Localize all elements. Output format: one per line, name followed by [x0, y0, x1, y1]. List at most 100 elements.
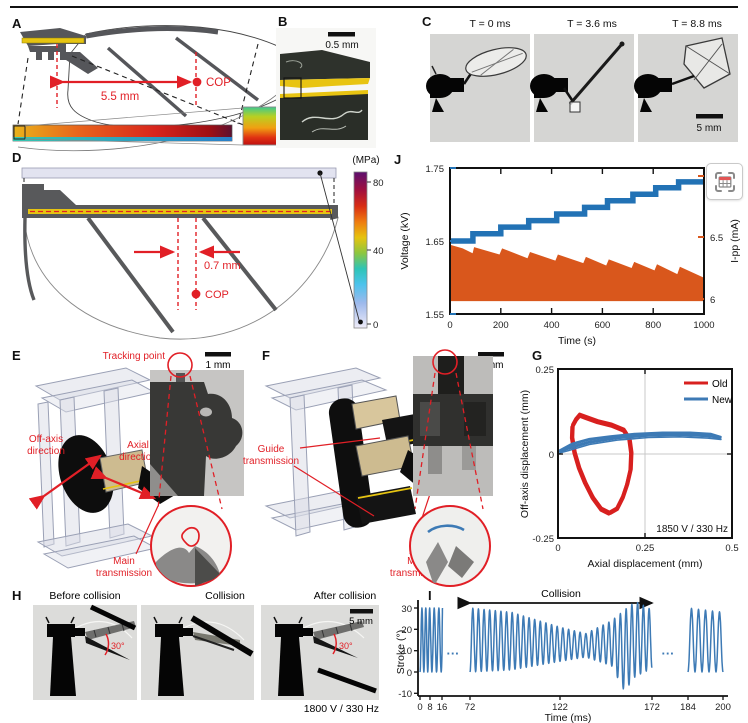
- scalebar-b: [328, 32, 355, 37]
- chord-dashed-line: [71, 55, 247, 127]
- strip-zoom-box: [13, 125, 26, 140]
- ytick-neg10: -10: [398, 689, 412, 700]
- panel-f: F 1 mm Guide transmission Main: [243, 348, 504, 587]
- angle-label-h3: 30°: [339, 641, 353, 651]
- panel-j-label: J: [394, 152, 401, 167]
- photo-c1: [426, 34, 530, 142]
- connector-dashed-left: [17, 57, 29, 125]
- left-ticks-j: [450, 167, 456, 315]
- ytick-6.5: 6.5: [710, 233, 723, 244]
- x-ticks-j: [500, 168, 654, 314]
- panel-b: B 0.5 mm: [276, 14, 376, 148]
- texture-line: [285, 60, 303, 69]
- xtick-0: 0: [447, 320, 452, 331]
- hinge-arm: [66, 52, 98, 74]
- ticks-i: [414, 607, 724, 700]
- actuator-stripe-d: [28, 209, 332, 214]
- condition-note-h: 1800 V / 330 Hz: [304, 703, 379, 715]
- xlabel-g: Axial displacement (mm): [588, 558, 703, 570]
- panel-j-chart: J 1.75 1.65 1.55 7 6.5 6 0 200 400 600 8…: [394, 152, 741, 347]
- panel-e-label: E: [12, 348, 21, 363]
- carbon-piece-bottom: [280, 94, 368, 140]
- cad-render-e: [28, 367, 180, 569]
- hinge-teeth: [28, 46, 66, 60]
- colorbar-tick-80: 80: [373, 178, 384, 189]
- scalebar-label-e: 1 mm: [206, 360, 231, 371]
- photo-f: [409, 349, 493, 587]
- cop-annotation-d: 0.7 mm COP: [134, 218, 241, 310]
- wing-edge-vein: [23, 217, 36, 301]
- wing-vein: [201, 216, 278, 312]
- new-trajectory-arc: [427, 524, 465, 534]
- xtick-i-8: 8: [427, 702, 432, 713]
- cop-dot: [192, 77, 202, 87]
- ylabel-current: I-pp (mA): [729, 219, 741, 263]
- xtick-400: 400: [544, 320, 560, 331]
- axial-label-2: direction: [119, 452, 157, 463]
- scalebar-e: [205, 352, 231, 357]
- condition-note-g: 1850 V / 330 Hz: [656, 524, 728, 535]
- tracking-point-circle-f: [432, 349, 458, 375]
- flat-bar: [21, 167, 337, 179]
- ytick-neg025: -0.25: [532, 534, 554, 545]
- ytick-30: 30: [401, 604, 412, 615]
- offaxis-label-1: Off-axis: [29, 434, 63, 445]
- legend-label-old: Old: [712, 379, 728, 390]
- displacement-curves: [558, 412, 722, 516]
- cop-annotation-a: 5.5 mm COP: [49, 44, 231, 108]
- xtick-g-0: 0: [555, 543, 560, 554]
- cop-label-a: COP: [206, 77, 231, 89]
- angle-label-h1: 30°: [111, 641, 125, 651]
- xlabel-i: Time (ms): [545, 712, 592, 723]
- xtick-i-122: 122: [552, 702, 568, 713]
- top-rule: [10, 6, 738, 8]
- panel-d-label: D: [12, 150, 21, 165]
- ylabel-g: Off-axis displacement (mm): [519, 390, 531, 518]
- xlabel-j: Time (s): [558, 335, 596, 347]
- ytick-1.75: 1.75: [426, 164, 445, 175]
- legend-g: Old New: [684, 379, 733, 406]
- extract-table-button[interactable]: [706, 163, 743, 200]
- table-capture-icon: [714, 171, 735, 192]
- guide-leader-1: [299, 437, 381, 449]
- ytick-0: 0: [407, 668, 412, 679]
- collision-annotation: Collision: [541, 588, 581, 600]
- frame-time-2: T = 8.8 ms: [672, 18, 722, 30]
- frame-title-after: After collision: [314, 590, 377, 602]
- panel-f-label: F: [262, 348, 270, 363]
- wing-root: [22, 190, 76, 205]
- photo-c3: 5 mm: [634, 34, 738, 142]
- panel-c-label: C: [422, 14, 432, 29]
- offaxis-label-2: direction: [27, 446, 65, 457]
- xtick-i-0: 0: [417, 702, 422, 713]
- axial-arrow: [90, 466, 157, 500]
- panel-a: A 5.5 mm COP: [12, 16, 308, 152]
- right-ticks-j: [698, 175, 704, 300]
- gap-dots-right: ···: [662, 646, 675, 661]
- glue-line-top: [280, 78, 370, 88]
- tracking-point-circle: [167, 352, 193, 378]
- tracking-point-label: Tracking point: [103, 351, 166, 362]
- xtick-600: 600: [594, 320, 610, 331]
- main-transmission-label-2: transmission: [96, 568, 152, 579]
- frame-title-collision: Collision: [205, 590, 245, 602]
- wing-root-tab: [22, 184, 44, 191]
- photo-h3: 30° 5 mm: [261, 605, 379, 700]
- panel-b-label: B: [278, 14, 287, 29]
- angle-arc-2: [332, 633, 337, 655]
- main-transmission-label-1: Main: [113, 556, 135, 567]
- axial-label-1: Axial: [127, 440, 149, 451]
- panel-g-label: G: [532, 348, 542, 363]
- wing-membrane: [23, 217, 339, 340]
- guide-transmission-label-2: transmission: [243, 456, 299, 467]
- main-leader-line: [135, 505, 159, 555]
- cop-dot-d: [191, 289, 201, 299]
- wing-vein: [86, 216, 175, 334]
- main-transmission-f-label-2: transmission: [390, 568, 446, 579]
- panel-a-label: A: [12, 16, 22, 31]
- frame-title-before: Before collision: [49, 590, 120, 602]
- zoom-box-b: [283, 77, 302, 99]
- current-series: [450, 244, 704, 302]
- stress-inset: [242, 106, 282, 146]
- guide-leader-2: [293, 465, 375, 517]
